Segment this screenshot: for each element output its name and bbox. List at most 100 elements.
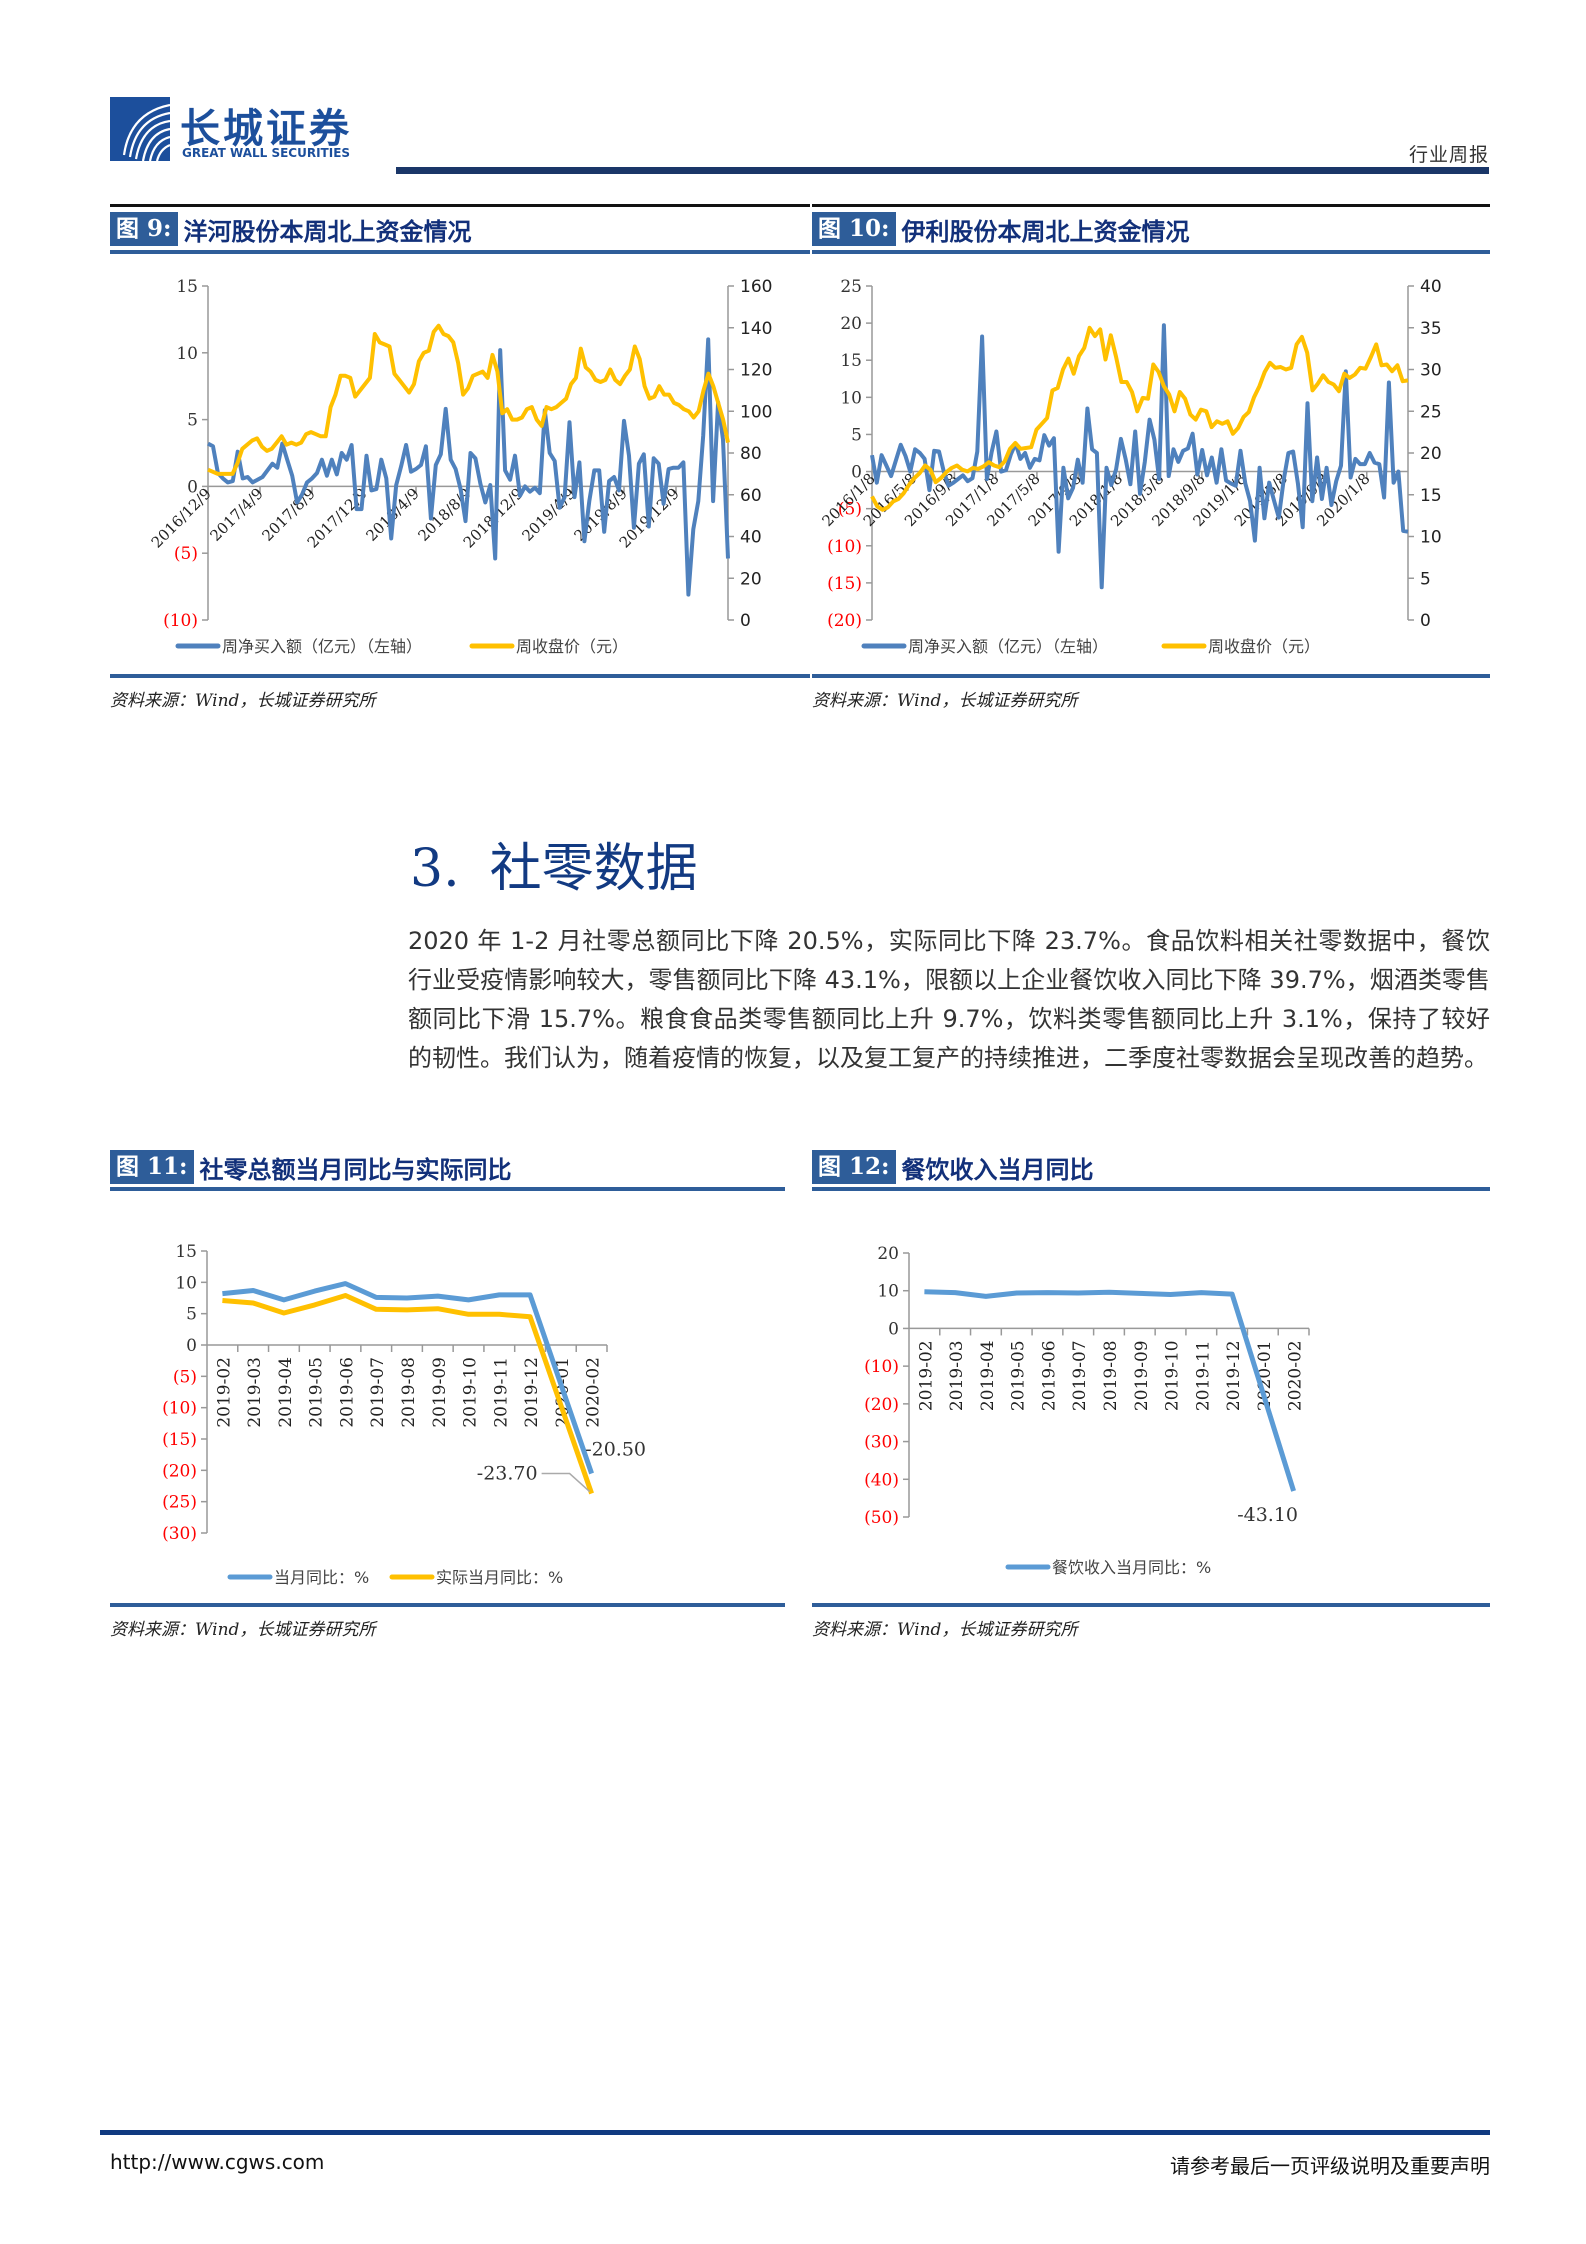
legend-label: 周净买入额（亿元）（左轴） — [908, 637, 1108, 656]
section-number: 3. — [410, 839, 460, 899]
figure-top-rule — [812, 204, 1490, 207]
x-tick-label: 2020-01 — [1255, 1340, 1275, 1411]
x-tick-label: 2019-09 — [1132, 1340, 1152, 1411]
y-tick-label: (20) — [864, 1395, 899, 1415]
y-tick-label: 20 — [840, 314, 862, 334]
y-tick-label: 25 — [840, 277, 862, 297]
y-tick-label: (10) — [827, 537, 862, 557]
y-tick-label: (10) — [162, 1399, 197, 1419]
legend-label: 周收盘价（元） — [1208, 637, 1320, 656]
svg-text:60: 60 — [740, 486, 762, 506]
x-tick-label: 2019-10 — [461, 1357, 481, 1428]
figure-bottom-rule — [812, 1603, 1490, 1607]
series-line — [870, 325, 1409, 512]
legend-label: 餐饮收入当月同比：% — [1052, 1558, 1211, 1577]
y-tick-label: 15 — [175, 1242, 197, 1262]
figure-header: 图 11: 社零总额当月同比与实际同比 — [110, 1150, 785, 1184]
svg-text:20: 20 — [1420, 444, 1442, 464]
figure-bottom-rule — [110, 674, 810, 678]
legend-label: 周收盘价（元） — [516, 637, 628, 656]
x-tick-label: 2019-08 — [1101, 1340, 1121, 1411]
x-tick-label: 2019-08 — [399, 1357, 419, 1428]
svg-text:30: 30 — [1420, 361, 1442, 381]
figure-bottom-rule — [812, 674, 1490, 678]
x-tick-label: 2019-12 — [522, 1357, 542, 1428]
figure-label: 图 10: — [812, 212, 896, 246]
svg-text:40: 40 — [1420, 277, 1442, 297]
chart-fig11: 15 10 5 0 (5) (10) (15) (20) (25) (30) 2019-02 2019… — [162, 1242, 646, 1587]
x-tick-label: 2019-02 — [214, 1357, 234, 1428]
figure-title: 洋河股份本周北上资金情况 — [183, 217, 472, 246]
y-tick-label: (15) — [827, 574, 862, 594]
y-tick-label: 10 — [175, 1273, 197, 1293]
x-tick-label: 2019-07 — [368, 1357, 388, 1428]
series-line — [207, 323, 730, 476]
figure-rule — [812, 1187, 1490, 1191]
website-link[interactable]: http://www.cgws.com — [110, 2150, 325, 2174]
x-tick-label: 2017/4/9 — [206, 485, 266, 545]
figure-rule — [110, 1187, 785, 1191]
y-tick-label: (10) — [163, 611, 198, 631]
svg-text:15: 15 — [1420, 486, 1442, 506]
figure-source: 资料来源：Wind，长城证券研究所 — [812, 1620, 1078, 1640]
svg-text:120: 120 — [740, 361, 772, 381]
x-tick-label: 2019-06 — [337, 1357, 357, 1428]
y-tick-label: (15) — [162, 1430, 197, 1450]
figure-source: 资料来源：Wind，长城证券研究所 — [110, 1620, 376, 1640]
logo-text-cn: 长城证券 — [180, 105, 352, 152]
svg-text:20: 20 — [740, 569, 762, 589]
disclaimer-note: 请参考最后一页评级说明及重要声明 — [1170, 2154, 1490, 2178]
logo-emblem-icon — [110, 97, 170, 161]
svg-text:10: 10 — [1420, 528, 1442, 548]
y-tick-label: (25) — [162, 1493, 197, 1513]
figure-title: 餐饮收入当月同比 — [901, 1155, 1094, 1184]
x-tick-label: 2019-03 — [245, 1357, 265, 1428]
x-tick-label: 2019-04 — [978, 1340, 998, 1411]
chart-fig10: 25 20 15 10 5 0 (5) (10) (15) (20) 40 35 30 25 20 15 10 5… — [818, 277, 1442, 656]
figure-header: 图 12: 餐饮收入当月同比 — [812, 1150, 1490, 1184]
svg-text:0: 0 — [740, 611, 751, 631]
svg-text:100: 100 — [740, 402, 772, 422]
x-tick-label: 2019-03 — [947, 1340, 967, 1411]
figure-10: 图 10: 伊利股份本周北上资金情况 25 20 15 10 5 0 (5) (10) (15)… — [812, 204, 1490, 711]
chart-fig12: 20 10 0 (10) (20) (30) (40) (50) 2019-02 2019-03 2… — [864, 1244, 1310, 1577]
y-tick-label: (40) — [864, 1470, 899, 1490]
y-tick-label: 0 — [186, 1336, 197, 1356]
svg-text:5: 5 — [1420, 569, 1431, 589]
series-line — [222, 1281, 594, 1475]
figure-source: 资料来源：Wind，长城证券研究所 — [110, 691, 376, 711]
section-heading: 3. 社零数据 — [410, 826, 698, 901]
figure-label: 图 12: — [812, 1150, 896, 1184]
figure-label: 图 11: — [110, 1150, 194, 1184]
y-tick-label: (50) — [864, 1508, 899, 1528]
section-title: 社零数据 — [489, 839, 698, 899]
logo-text-en: GREAT WALL SECURITIES — [182, 146, 351, 160]
x-tick-label: 2019-09 — [430, 1357, 450, 1428]
x-tick-label: 2019-05 — [1009, 1340, 1029, 1411]
figure-label: 图 9: — [110, 212, 178, 246]
x-tick-label: 2019-10 — [1163, 1340, 1183, 1411]
y-tick-label: 5 — [186, 1305, 197, 1325]
figure-title: 伊利股份本周北上资金情况 — [901, 217, 1190, 246]
x-tick-label: 2019-11 — [1193, 1340, 1213, 1411]
series-line — [870, 323, 1409, 590]
y-tick-label: (30) — [864, 1433, 899, 1453]
y-tick-label: 15 — [176, 277, 198, 297]
svg-text:80: 80 — [740, 444, 762, 464]
svg-text:160: 160 — [740, 277, 772, 297]
report-type: 行业周报 — [1408, 144, 1489, 166]
series-line — [222, 1293, 594, 1495]
x-tick-label: 2019-06 — [1039, 1340, 1059, 1411]
data-label: -43.10 — [1237, 1504, 1298, 1526]
y-tick-label: 10 — [176, 344, 198, 364]
svg-text:35: 35 — [1420, 319, 1442, 339]
x-tick-label: 2020-02 — [584, 1357, 604, 1428]
y-tick-label: 0 — [888, 1319, 899, 1339]
series-line — [924, 1289, 1296, 1492]
section-paragraph: 2020 年 1-2 月社零总额同比下降 20.5%，实际同比下降 23.7%。… — [408, 927, 1490, 1072]
figure-header: 图 9: 洋河股份本周北上资金情况 — [110, 212, 810, 246]
figure-12: 图 12: 餐饮收入当月同比 20 10 0 (10) (20) (30) (40) (50)… — [812, 1150, 1490, 1640]
y-tick-label: 15 — [840, 351, 862, 371]
y-tick-label: (5) — [174, 544, 198, 564]
data-label: -20.50 — [585, 1438, 646, 1460]
